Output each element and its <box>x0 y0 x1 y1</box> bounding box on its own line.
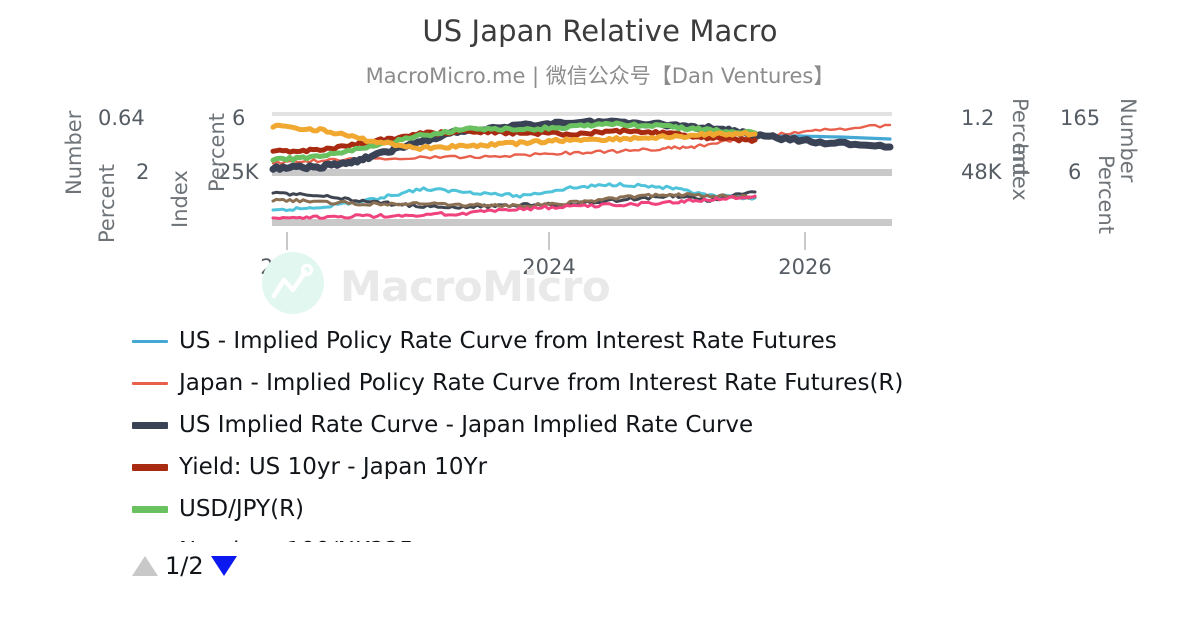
axis-line-bottom <box>272 219 892 226</box>
legend-item[interactable]: Number: 100/NK225 <box>132 530 1132 542</box>
series-line <box>271 194 757 220</box>
axis-title-right-percent-2: Percent <box>1094 155 1118 235</box>
legend-swatch-icon <box>132 463 168 471</box>
legend-item[interactable]: Japan - Implied Policy Rate Curve from I… <box>132 362 1132 404</box>
series-line <box>271 192 757 209</box>
left-tick-percent: 6 <box>232 106 246 130</box>
legend-swatch-icon <box>132 381 168 385</box>
axis-title-left-percent-2: Percent <box>205 112 229 192</box>
series-line <box>270 120 758 163</box>
legend-page-indicator: 1/2 <box>165 552 204 580</box>
axis-line-top <box>272 112 892 116</box>
macromicro-logo-icon <box>262 252 324 314</box>
legend-item-label: US - Implied Policy Rate Curve from Inte… <box>179 327 837 354</box>
legend-item-label: Japan - Implied Policy Rate Curve from I… <box>179 369 904 396</box>
axis-title-left-percent: Percent <box>95 163 119 243</box>
legend-swatch-icon <box>132 339 168 343</box>
legend-item[interactable]: USD/JPY(R) <box>132 488 1132 530</box>
right-tick-percent: 1.2 <box>961 106 995 130</box>
legend-item-label: Number: 100/NK225 <box>179 539 414 542</box>
legend-swatch-icon <box>132 505 168 513</box>
axis-title-left-number: Number <box>62 110 86 195</box>
legend-item[interactable]: US - Implied Policy Rate Curve from Inte… <box>132 320 1132 362</box>
page-title: US Japan Relative Macro <box>422 14 778 48</box>
legend-item-label: Yield: US 10yr - Japan 10Yr <box>179 453 488 480</box>
watermark-text: MacroMicro <box>340 262 611 311</box>
legend-pager[interactable]: 1/2 <box>132 552 237 580</box>
axis-line-mid <box>272 169 892 176</box>
legend-item-label: USD/JPY(R) <box>179 495 305 522</box>
legend-item[interactable]: Yield: US 10yr - Japan 10Yr <box>132 446 1132 488</box>
left-tick-percent-2: 25K <box>218 160 259 184</box>
axis-title-left-index: Index <box>168 170 192 228</box>
left-tick-number: 0.64 <box>98 106 145 130</box>
chart-legend[interactable]: US - Implied Policy Rate Curve from Inte… <box>132 320 1132 542</box>
legend-item-label: US Implied Rate Curve - Japan Implied Ra… <box>179 411 754 438</box>
right-tick-index: 48K <box>961 160 1002 184</box>
chart-series-layer <box>269 117 894 220</box>
triangle-up-icon[interactable] <box>132 556 158 576</box>
chart-subtitle: MacroMicro.me | 微信公众号【Dan Ventures】 <box>365 64 835 88</box>
axis-title-right-index: Index <box>1008 143 1032 201</box>
x-tick-2024: 2024 <box>522 255 576 279</box>
triangle-down-icon[interactable] <box>210 556 237 576</box>
axis-title-right-number: Number <box>1116 98 1140 183</box>
right-tick-percent-2: 6 <box>1068 160 1082 184</box>
x-axis-ticks <box>286 232 806 250</box>
series-line <box>271 123 892 165</box>
series-line <box>270 122 758 152</box>
legend-item[interactable]: US Implied Rate Curve - Japan Implied Ra… <box>132 404 1132 446</box>
legend-swatch-icon <box>132 421 168 429</box>
x-tick-2026: 2026 <box>778 255 832 279</box>
right-tick-number: 165 <box>1060 106 1101 130</box>
series-line <box>269 117 894 173</box>
left-tick-index: 2 <box>136 160 150 184</box>
